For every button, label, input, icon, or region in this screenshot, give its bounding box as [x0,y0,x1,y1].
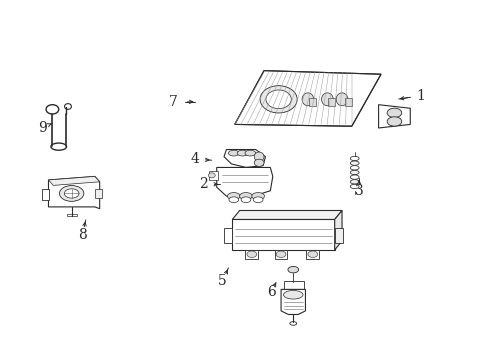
Ellipse shape [349,180,358,184]
Bar [306,249,319,259]
Ellipse shape [349,166,358,170]
Ellipse shape [208,173,215,178]
Ellipse shape [253,197,263,203]
Bar [223,228,232,243]
Text: 5: 5 [218,274,226,288]
Ellipse shape [349,170,358,175]
Ellipse shape [260,86,297,113]
Ellipse shape [349,175,358,179]
Ellipse shape [265,90,291,109]
Ellipse shape [289,321,296,325]
Polygon shape [232,211,341,220]
Bar [95,189,102,198]
Polygon shape [281,289,305,315]
Ellipse shape [244,150,255,156]
Polygon shape [216,167,272,196]
Ellipse shape [302,93,313,106]
Ellipse shape [60,185,83,201]
Ellipse shape [254,159,264,166]
Polygon shape [232,220,334,250]
Ellipse shape [386,108,401,117]
Ellipse shape [228,150,239,156]
Text: 6: 6 [266,285,275,299]
Ellipse shape [241,197,250,203]
Bar [345,98,351,107]
Text: 1: 1 [416,89,425,103]
Text: 3: 3 [354,184,363,198]
Ellipse shape [254,152,264,161]
Ellipse shape [227,193,240,200]
Text: 9: 9 [38,121,46,135]
Bar [41,189,49,200]
Bar [274,249,287,259]
Ellipse shape [349,161,358,165]
Ellipse shape [307,251,317,257]
Ellipse shape [51,143,66,150]
Polygon shape [378,105,409,128]
Text: 4: 4 [190,152,199,166]
Text: 7: 7 [169,95,178,109]
Bar [284,282,303,289]
Bar [209,171,218,180]
Ellipse shape [239,193,252,200]
Ellipse shape [321,93,332,106]
Ellipse shape [64,189,79,198]
Polygon shape [48,176,100,185]
Ellipse shape [349,184,358,189]
Ellipse shape [251,193,264,200]
Polygon shape [224,149,265,167]
Polygon shape [48,176,100,209]
Polygon shape [334,211,341,250]
Ellipse shape [287,266,298,273]
Bar [334,228,343,243]
Bar [308,98,315,107]
Ellipse shape [228,197,238,203]
Ellipse shape [276,251,285,257]
Ellipse shape [386,117,401,126]
Ellipse shape [237,150,247,156]
Bar [67,214,76,216]
Ellipse shape [246,251,256,257]
Bar [328,98,334,107]
Bar [245,249,258,259]
Polygon shape [234,71,380,126]
Text: 2: 2 [198,177,207,191]
Ellipse shape [349,156,358,161]
Text: 8: 8 [78,228,87,242]
Ellipse shape [283,291,303,299]
Ellipse shape [335,93,347,106]
